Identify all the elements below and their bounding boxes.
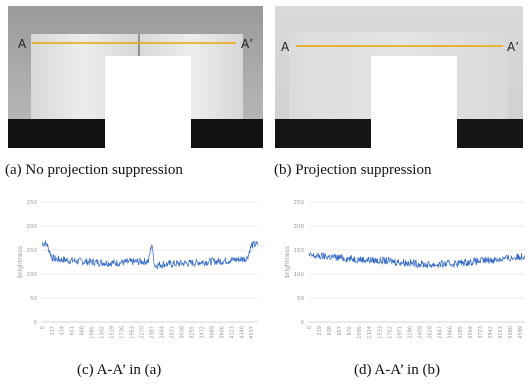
brightness-series-line <box>308 251 526 269</box>
chart-d-svg: 0 50 100 150 200 250 0 219 438 657 876 1095 1314 1533… <box>284 200 526 339</box>
white-cube-front <box>105 56 191 148</box>
chart-c-svg: 0 50 100 150 200 250 0 217 434 651 868 1085 1302 1519… <box>17 200 259 339</box>
photo-a-scene: A A’ <box>8 6 263 148</box>
x-tick-label: 3942 <box>488 326 494 339</box>
chart-c: 0 50 100 150 200 250 0 217 434 651 868 1085 1302 1519… <box>8 192 263 357</box>
x-tick-label: 3723 <box>478 326 484 339</box>
x-tick-label: 4161 <box>498 326 504 339</box>
x-tick-label: 2847 <box>438 326 444 339</box>
x-tick-label: 3066 <box>448 326 454 339</box>
x-tick-label: 657 <box>337 326 343 336</box>
x-tick-label: 3906 <box>219 326 225 339</box>
x-tick-label: 1736 <box>120 326 126 339</box>
x-tick-label: 4557 <box>249 326 255 339</box>
x-tick-label: 4123 <box>229 326 235 339</box>
x-tick-label: 2170 <box>140 326 146 339</box>
x-tick-label: 3504 <box>468 326 474 339</box>
x-tick-label: 0 <box>40 326 46 329</box>
x-tick-label: 1314 <box>367 326 373 339</box>
x-tick-label: 651 <box>70 326 76 336</box>
photo-suppression: A A’ <box>275 6 523 148</box>
label-a-prime: A’ <box>241 37 253 51</box>
x-tick-label: 3689 <box>209 326 215 339</box>
x-tick-label: 217 <box>50 326 56 336</box>
x-tick-label: 3038 <box>179 326 185 339</box>
x-tick-label: 2387 <box>150 326 156 339</box>
x-tick-label: 1519 <box>110 326 116 339</box>
x-tick-label: 0 <box>307 326 313 329</box>
x-tick-label: 868 <box>80 326 86 336</box>
y-tick-label: 250 <box>27 200 38 206</box>
y-tick-label: 50 <box>297 296 304 302</box>
x-tick-label: 876 <box>347 326 353 336</box>
x-tick-label: 2604 <box>159 326 165 339</box>
label-a-prime: A’ <box>507 40 519 54</box>
x-tick-label: 1095 <box>357 326 363 339</box>
y-tick-label: 100 <box>294 272 305 278</box>
brightness-series-line <box>41 240 259 270</box>
photo-b-scene: A A’ <box>275 6 523 148</box>
x-tick-label: 1085 <box>90 326 96 339</box>
x-tick-label: 219 <box>317 326 323 336</box>
x-tick-label: 2821 <box>169 326 175 339</box>
y-tick-label: 100 <box>27 272 38 278</box>
y-tick-label: 50 <box>30 296 37 302</box>
y-tick-label: 150 <box>27 248 38 254</box>
x-tick-label: 1752 <box>387 326 393 339</box>
x-tick-label: 3285 <box>458 326 464 339</box>
white-cube-front <box>371 56 457 148</box>
y-tick-label: 150 <box>294 248 305 254</box>
y-tick-label: 0 <box>34 320 38 326</box>
x-tick-label: 3472 <box>199 326 205 339</box>
x-tick-label: 4340 <box>239 326 245 339</box>
caption-b: (b) Projection suppression <box>274 162 432 178</box>
x-tick-label: 3255 <box>189 326 195 339</box>
y-axis-label: brightness <box>284 246 291 278</box>
chart-d: 0 50 100 150 200 250 0 219 438 657 876 1095 1314 1533… <box>275 192 530 357</box>
label-a: A <box>281 40 290 54</box>
caption-a: (a) No projection suppression <box>5 162 183 178</box>
x-tick-label: 2190 <box>407 326 413 339</box>
photo-no-suppression: A A’ <box>8 6 263 148</box>
x-tick-label: 4380 <box>508 326 514 339</box>
x-tick-label: 4599 <box>518 326 524 339</box>
x-tick-label: 1971 <box>397 326 403 339</box>
caption-c: (c) A-A’ in (a) <box>77 362 162 378</box>
y-tick-label: 200 <box>294 224 305 230</box>
x-tick-label: 438 <box>327 326 333 336</box>
y-tick-label: 250 <box>294 200 305 206</box>
label-a: A <box>18 37 27 51</box>
x-tick-label: 2628 <box>428 326 434 339</box>
y-axis-label: brightness <box>17 246 24 278</box>
x-tick-label: 1953 <box>130 326 136 339</box>
caption-d: (d) A-A’ in (b) <box>354 362 440 378</box>
y-tick-label: 0 <box>301 320 305 326</box>
x-tick-label: 1302 <box>100 326 106 339</box>
x-tick-label: 1533 <box>377 326 383 339</box>
x-tick-label: 2409 <box>418 326 424 339</box>
x-tick-label: 434 <box>60 326 66 336</box>
y-tick-label: 200 <box>27 224 38 230</box>
